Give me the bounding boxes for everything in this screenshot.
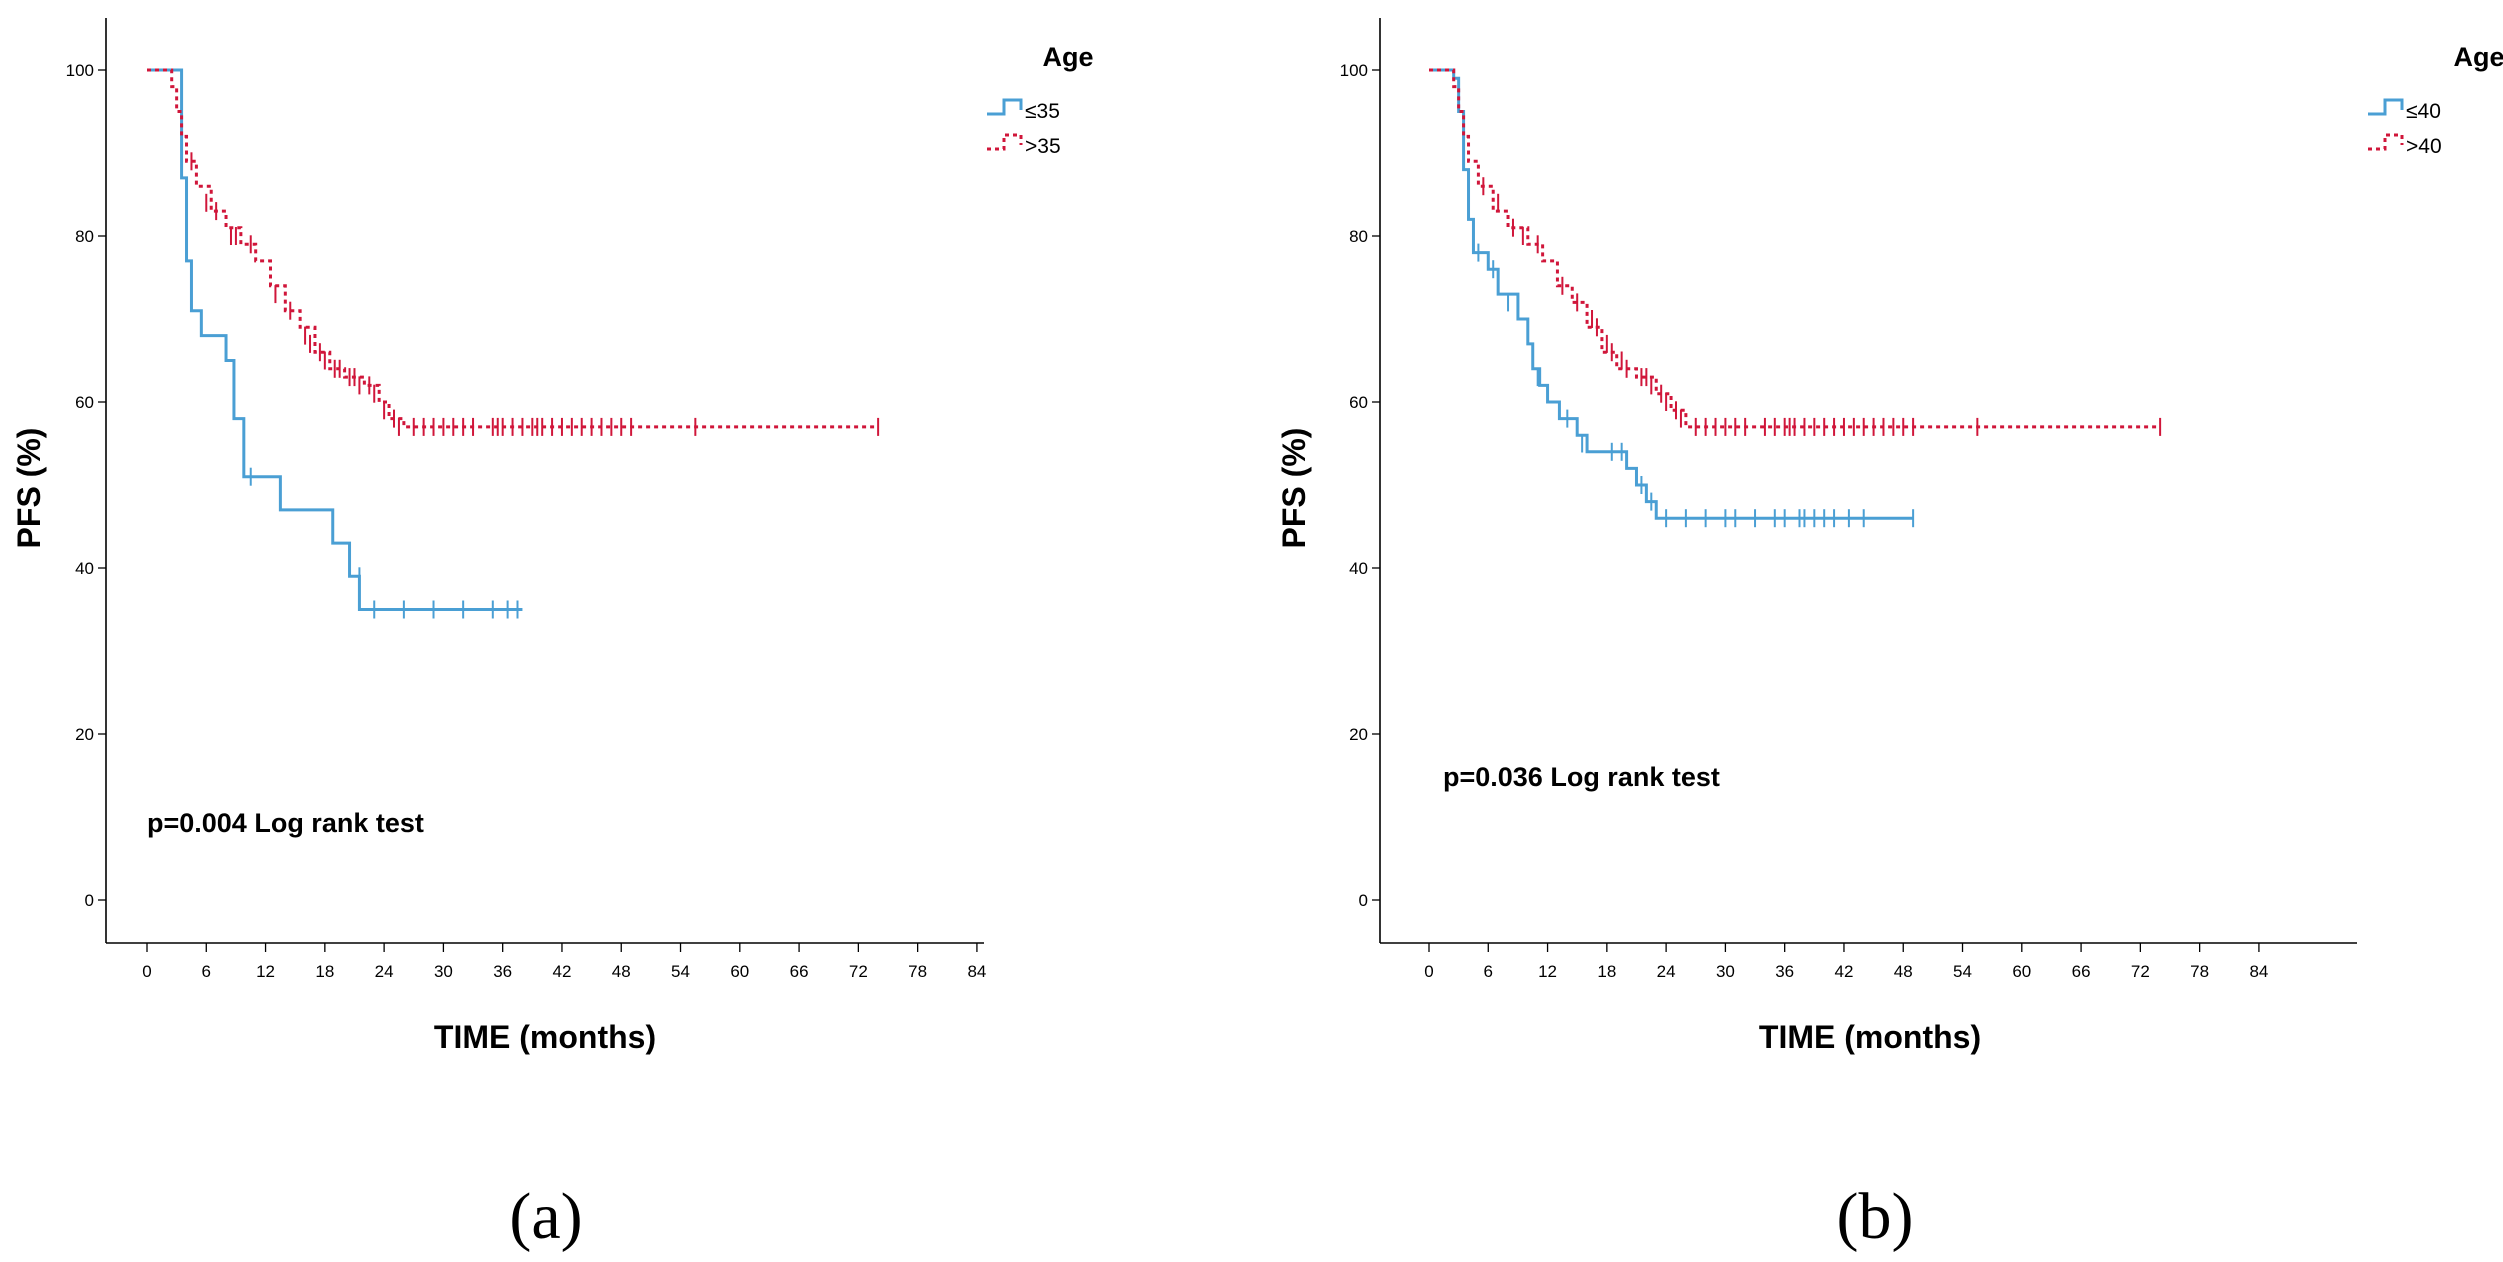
panel-a: 0 6 12 18 24 30 36 42 48 54 60 66 72 78 84 0 20 40 60 80 10… (11, 18, 1094, 1253)
panel-a-xtick-label: 0 (142, 962, 151, 981)
panel-a-legend-label: >35 (1025, 135, 1061, 158)
panel-a-series-old-line (147, 68, 879, 429)
panel-a-xtick-label: 84 (967, 962, 986, 981)
panel-a-xtick-label: 6 (202, 962, 211, 981)
panel-a-ytick-label: 40 (75, 559, 94, 578)
panel-a-label: (a) (509, 1180, 582, 1253)
panel-b-xticks: 0 6 12 18 24 30 36 42 48 54 60 66 72 78 84 (1424, 943, 2268, 981)
panel-b-yticks: 0 20 40 60 80 100 (1340, 61, 1380, 910)
panel-a-ytick-label: 100 (66, 61, 94, 80)
panel-a-series-young-line (147, 68, 523, 611)
panel-b-legend-swatch (2368, 98, 2404, 116)
panel-b-xlabel: TIME (months) (1759, 1019, 1981, 1055)
panel-a-xtick-label: 66 (790, 962, 809, 981)
panel-b-xtick-label: 24 (1657, 962, 1676, 981)
panel-a-xtick-label: 18 (315, 962, 334, 981)
panel-a-xtick-label: 60 (730, 962, 749, 981)
panel-b-series-old-line (1429, 68, 2161, 429)
panel-b-ytick-label: 60 (1349, 393, 1368, 412)
panel-a-xtick-label: 30 (434, 962, 453, 981)
panel-b-axes (1379, 18, 2357, 944)
panel-b-ylabel: PFS (%) (1276, 428, 1312, 549)
panel-b-ytick-label: 20 (1349, 725, 1368, 744)
panel-a-pvalue: p=0.004 Log rank test (147, 808, 424, 838)
panel-b-legend-title: Age (2453, 42, 2503, 72)
panel-b-legend: Age ≤40 >40 (2368, 42, 2503, 158)
panel-b-xtick-label: 42 (1834, 962, 1853, 981)
panel-b-xtick-label: 18 (1597, 962, 1616, 981)
panel-a-ytick-label: 0 (85, 891, 94, 910)
panel-b-xtick-label: 84 (2249, 962, 2268, 981)
panel-b-xtick-label: 12 (1538, 962, 1557, 981)
panel-b-label: (b) (1837, 1180, 1914, 1253)
panel-a-xtick-label: 48 (612, 962, 631, 981)
panel-b-pvalue: p=0.036 Log rank test (1443, 762, 1720, 792)
panel-a-xlabel: TIME (months) (434, 1019, 656, 1055)
panel-b-xtick-label: 78 (2190, 962, 2209, 981)
panel-b-ytick-label: 0 (1359, 891, 1368, 910)
panel-b-ytick-label: 80 (1349, 227, 1368, 246)
panel-b-xtick-label: 6 (1484, 962, 1493, 981)
panel-b-xtick-label: 54 (1953, 962, 1972, 981)
panel-b-ytick-label: 100 (1340, 61, 1368, 80)
panel-a-xtick-label: 12 (256, 962, 275, 981)
panel-b-xtick-label: 30 (1716, 962, 1735, 981)
panel-b-legend-swatch (2368, 133, 2404, 151)
panel-b-xtick-label: 60 (2012, 962, 2031, 981)
panel-a-axes (105, 18, 984, 944)
panel-a-yticks: 0 20 40 60 80 100 (66, 61, 106, 910)
panel-a-series (147, 68, 880, 619)
panel-a-legend-swatch (987, 98, 1023, 116)
panel-a-xtick-label: 78 (908, 962, 927, 981)
panel-b-ytick-label: 40 (1349, 559, 1368, 578)
panel-b-legend-label: >40 (2406, 135, 2442, 158)
panel-b: 0 6 12 18 24 30 36 42 48 54 60 66 72 78 84 0 20 40 60 80 10… (1276, 18, 2503, 1253)
panel-a-xtick-label: 72 (849, 962, 868, 981)
panel-b-xtick-label: 72 (2131, 962, 2150, 981)
panel-a-xtick-label: 36 (493, 962, 512, 981)
panel-a-legend-swatch (987, 133, 1023, 151)
panel-a-ytick-label: 80 (75, 227, 94, 246)
panel-a-xtick-label: 54 (671, 962, 690, 981)
panel-a-legend: Age ≤35 >35 (987, 42, 1094, 158)
panel-a-ytick-label: 20 (75, 725, 94, 744)
panel-a-xticks: 0 6 12 18 24 30 36 42 48 54 60 66 72 78 84 (142, 943, 986, 981)
panel-b-series (1429, 68, 2162, 528)
panel-b-xtick-label: 48 (1894, 962, 1913, 981)
panel-b-legend-label: ≤40 (2406, 100, 2441, 123)
panel-b-xtick-label: 66 (2072, 962, 2091, 981)
panel-b-xtick-label: 0 (1424, 962, 1433, 981)
panel-a-ylabel: PFS (%) (11, 428, 47, 549)
panel-a-ytick-label: 60 (75, 393, 94, 412)
panel-a-xtick-label: 42 (552, 962, 571, 981)
panel-a-xtick-label: 24 (375, 962, 394, 981)
panel-a-legend-label: ≤35 (1025, 100, 1060, 123)
panel-b-series-young-line (1429, 68, 1914, 520)
panel-a-legend-title: Age (1042, 42, 1093, 72)
panel-b-xtick-label: 36 (1775, 962, 1794, 981)
